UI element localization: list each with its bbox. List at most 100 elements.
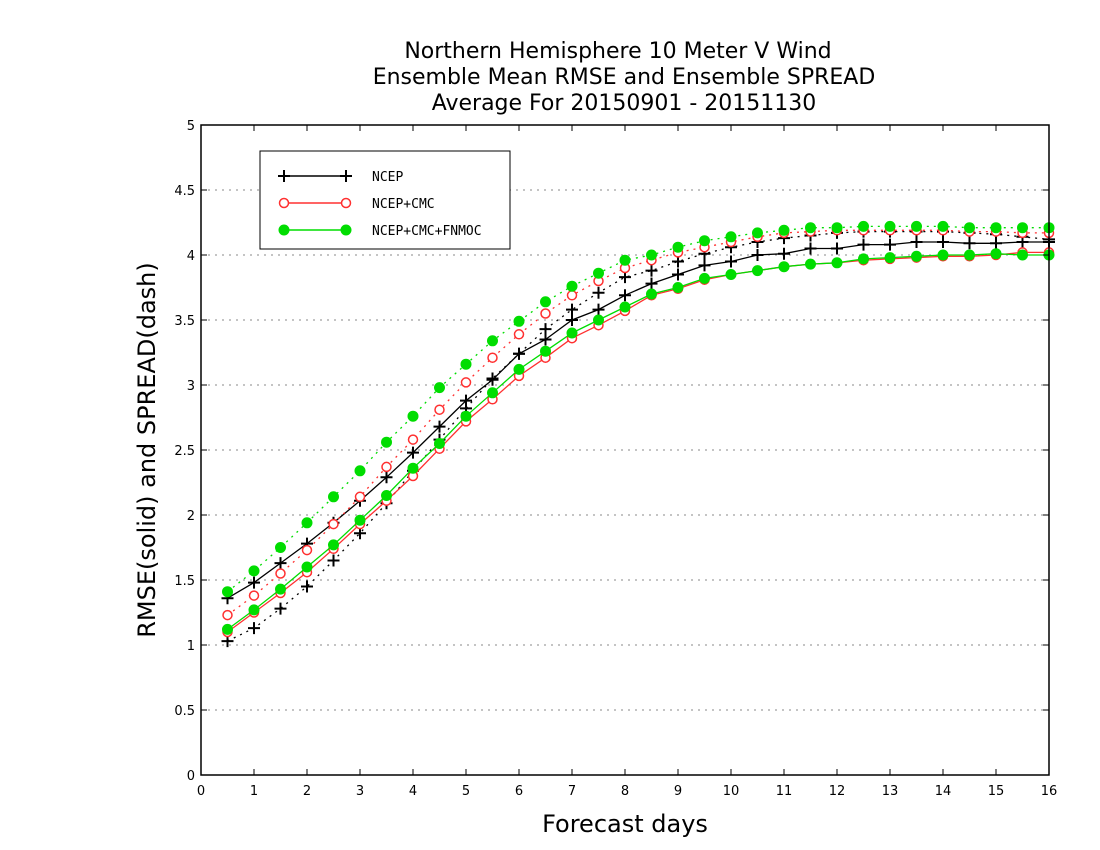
rmse-point-ncep-cmc-fnmoc: [487, 387, 498, 399]
rmse-point-ncep-cmc-fnmoc: [566, 327, 578, 339]
legend-marker: [340, 197, 352, 209]
spread-point-ncep-cmc-fnmoc: [593, 267, 604, 279]
spread-point-ncep-cmc-fnmoc: [752, 227, 763, 239]
rmse-point-ncep-cmc-fnmoc: [778, 261, 790, 273]
rmse-point-ncep-cmc-fnmoc: [646, 288, 657, 300]
spread-point-ncep: [248, 622, 260, 635]
x-tick-label: 3: [356, 784, 364, 799]
rmse-point-ncep-cmc-fnmoc: [858, 253, 869, 265]
rmse-point-ncep: [804, 242, 817, 255]
rmse-point-ncep: [407, 446, 419, 459]
y-tick-label: 3: [187, 379, 195, 394]
spread-point-ncep-cmc-fnmoc: [964, 222, 975, 234]
spread-point-ncep-cmc-fnmoc: [354, 465, 366, 477]
spread-point-ncep-cmc-fnmoc: [858, 220, 869, 232]
spread-point-ncep-cmc: [328, 518, 339, 530]
spread-point-ncep: [645, 264, 658, 277]
rmse-point-ncep-cmc-fnmoc: [593, 314, 604, 326]
rmse-point-ncep: [963, 237, 976, 250]
series-ncep-cmc-fnmoc: [222, 220, 1055, 635]
rmse-point-ncep: [380, 471, 393, 484]
spread-point-ncep-cmc-fnmoc: [407, 410, 419, 422]
legend-item-ncep-cmc: NCEP+CMC: [278, 197, 435, 212]
rmse-point-ncep-cmc-fnmoc: [222, 623, 233, 635]
spread-point-ncep-cmc: [381, 461, 392, 473]
spread-point-ncep-cmc: [513, 329, 525, 340]
rmse-point-ncep: [592, 303, 605, 316]
rmse-point-ncep-cmc-fnmoc: [1017, 249, 1028, 261]
spread-point-ncep-cmc-fnmoc: [222, 586, 233, 598]
spread-point-ncep: [592, 286, 605, 299]
y-tick-label: 0: [187, 769, 195, 784]
rmse-point-ncep-cmc-fnmoc: [805, 258, 816, 270]
spread-point-ncep-cmc-fnmoc: [911, 220, 922, 232]
legend-marker: [340, 224, 352, 236]
y-tick-label: 4: [187, 249, 195, 264]
spread-point-ncep-cmc: [222, 609, 233, 621]
x-tick-label: 14: [935, 784, 952, 799]
spread-point-ncep-cmc-fnmoc: [990, 222, 1002, 234]
rmse-point-ncep-cmc-fnmoc: [513, 363, 525, 375]
spread-point-ncep: [513, 347, 525, 360]
y-tick-label: 2: [187, 509, 195, 524]
spread-point-ncep: [327, 554, 340, 567]
spread-point-ncep-cmc-fnmoc: [672, 241, 684, 253]
x-tick-label: 16: [1041, 784, 1058, 799]
title-line-3: Average For 20150901 - 20151130: [432, 91, 817, 116]
legend-label: NCEP: [372, 170, 403, 185]
spread-point-ncep-cmc-fnmoc: [513, 315, 525, 327]
x-tick-label: 15: [988, 784, 1005, 799]
x-tick-label: 9: [674, 784, 682, 799]
spread-point-ncep-cmc: [566, 290, 578, 301]
y-tick-label: 2.5: [174, 444, 195, 459]
x-tick-label: 0: [197, 784, 205, 799]
rmse-point-ncep: [566, 314, 578, 326]
x-tick-label: 12: [829, 784, 846, 799]
y-tick-label: 4.5: [174, 184, 195, 199]
x-tick-label: 4: [409, 784, 417, 799]
spread-point-ncep-cmc-fnmoc: [831, 222, 843, 234]
spread-point-ncep-cmc-fnmoc: [434, 382, 445, 394]
y-tick-label: 1: [187, 639, 195, 654]
rmse-point-ncep: [778, 247, 790, 260]
rmse-point-ncep: [539, 333, 552, 346]
rmse-point-ncep: [910, 236, 923, 248]
x-tick-label: 10: [723, 784, 740, 799]
rmse-point-ncep-cmc-fnmoc: [460, 410, 472, 422]
spread-point-ncep-cmc: [275, 568, 286, 579]
spread-point-ncep-cmc: [354, 491, 366, 503]
spread-point-ncep-cmc-fnmoc: [619, 254, 631, 266]
spread-point-ncep-cmc: [460, 377, 472, 388]
spread-point-ncep-cmc-fnmoc: [248, 565, 260, 577]
legend-marker: [278, 170, 290, 182]
spread-point-ncep: [274, 602, 287, 615]
x-tick-label: 13: [882, 784, 899, 799]
spread-point-ncep-cmc-fnmoc: [884, 220, 896, 232]
rmse-point-ncep: [645, 277, 658, 290]
x-tick-label: 5: [462, 784, 470, 799]
rmse-point-ncep-cmc-fnmoc: [407, 462, 419, 474]
spread-point-ncep-cmc: [434, 404, 445, 415]
spread-point-ncep-cmc-fnmoc: [937, 220, 949, 232]
rmse-point-ncep: [672, 268, 684, 281]
spread-point-ncep-cmc-fnmoc: [566, 280, 578, 292]
spread-point-ncep-cmc: [407, 434, 419, 445]
x-tick-label: 2: [303, 784, 311, 799]
spread-point-ncep-cmc: [540, 308, 551, 319]
y-tick-label: 0.5: [174, 704, 195, 719]
x-tick-label: 11: [776, 784, 793, 799]
spread-point-ncep-cmc-fnmoc: [1017, 222, 1028, 234]
data-series: [221, 220, 1055, 648]
legend: NCEP NCEP+CMC NCEP+CMC+FNMOC: [259, 150, 511, 250]
spread-point-ncep-cmc: [301, 544, 313, 556]
rmse-point-ncep: [433, 420, 446, 433]
rmse-point-ncep-cmc-fnmoc: [381, 490, 392, 501]
x-axis-label: Forecast days: [542, 810, 708, 838]
spread-point-ncep-cmc-fnmoc: [301, 517, 313, 529]
spread-point-ncep-cmc-fnmoc: [381, 436, 392, 448]
rmse-point-ncep-cmc-fnmoc: [248, 604, 260, 616]
x-axis: 0 1 2 3 4 5 6 7 8 9 10 11 12 13 14 15 16: [197, 125, 1057, 799]
rmse-point-ncep-cmc-fnmoc: [301, 561, 313, 573]
x-tick-label: 8: [621, 784, 629, 799]
x-tick-label: 1: [250, 784, 258, 799]
